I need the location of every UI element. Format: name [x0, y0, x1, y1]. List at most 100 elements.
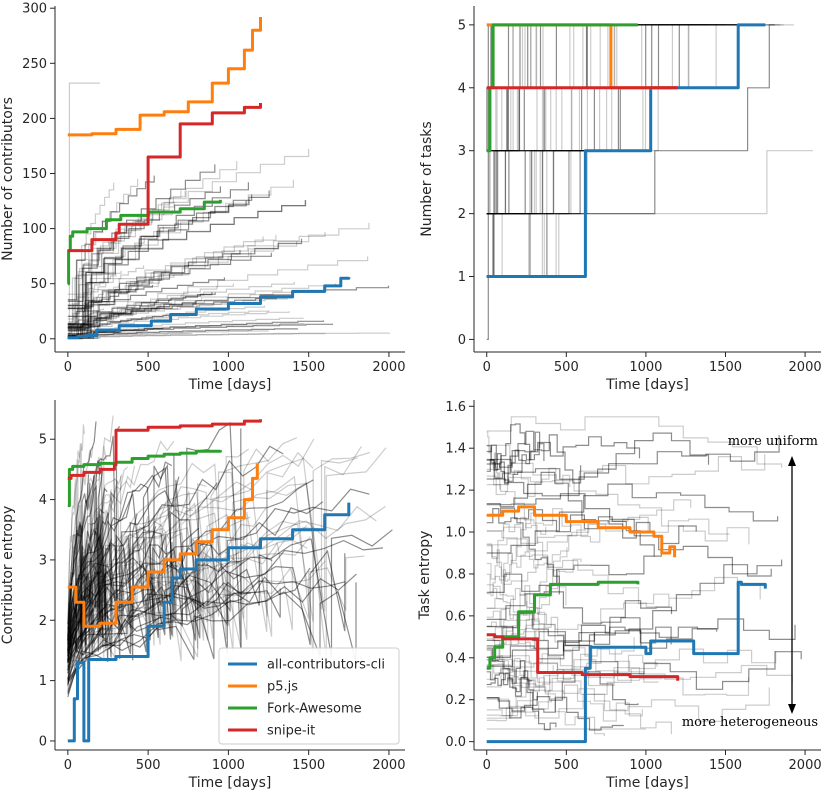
- background-trace: [486, 670, 532, 693]
- background-trace: [67, 490, 115, 656]
- background-trace: [67, 529, 393, 662]
- background-trace: [486, 483, 779, 554]
- background-trace: [67, 567, 311, 681]
- series-line-p5.js[interactable]: [486, 505, 677, 558]
- y-tick-label: 300: [22, 2, 47, 17]
- series-line-Fork-Awesome[interactable]: [67, 449, 222, 508]
- background-trace: [486, 24, 628, 278]
- background-trace: [67, 448, 270, 651]
- y-tick-label: 150: [22, 167, 47, 182]
- series-line-snipe-it[interactable]: [67, 419, 262, 480]
- background-trace: [67, 457, 358, 642]
- background-trace: [486, 585, 545, 641]
- series-line-snipe-it[interactable]: [486, 633, 680, 681]
- background-trace: [67, 182, 115, 323]
- background-trace: [486, 660, 538, 701]
- background-trace: [486, 530, 670, 605]
- background-trace: [67, 461, 173, 652]
- y-axis-label: Task entropy: [417, 531, 433, 621]
- background-trace: [67, 487, 108, 656]
- background-trace: [486, 499, 692, 544]
- background-trace: [486, 618, 540, 673]
- x-tick-label: 2000: [372, 758, 405, 773]
- background-trace: [67, 509, 194, 652]
- series-line-all-contributors-cli[interactable]: [486, 23, 766, 278]
- x-tick-label: 1000: [629, 360, 662, 375]
- background-trace: [486, 653, 554, 680]
- background-trace: [67, 175, 155, 301]
- background-trace: [486, 606, 590, 670]
- background-trace: [486, 551, 539, 581]
- plot-area: [67, 17, 390, 340]
- series-line-p5.js[interactable]: [67, 463, 259, 628]
- background-trace: [67, 281, 295, 329]
- background-trace: [486, 671, 639, 712]
- background-trace: [67, 476, 180, 661]
- legend: all-contributors-cli p5.js Fork-Awesome sni…: [218, 647, 400, 745]
- legend-box: [218, 647, 400, 745]
- background-trace: [67, 539, 308, 675]
- background-trace: [67, 451, 314, 636]
- series-line-p5.js[interactable]: [67, 17, 262, 137]
- background-trace: [486, 471, 651, 539]
- background-trace: [486, 24, 679, 278]
- series-line-all-contributors-cli[interactable]: [67, 502, 351, 743]
- background-trace: [67, 513, 138, 664]
- background-trace: [486, 436, 641, 468]
- background-trace: [67, 539, 384, 663]
- series-line-all-contributors-cli[interactable]: [486, 580, 767, 744]
- y-tick-label: 250: [22, 57, 47, 72]
- background-trace: [67, 297, 288, 330]
- panel-task-entropy: 0 500 1000 1500 2000 0.0 0.2 0.4 0.6 0.8 1.0 1.2 1.4…: [417, 400, 822, 791]
- panel-contributors: 0 500 1000 1500 2000 0 50 100 150 200 250 300 Time […: [0, 2, 405, 393]
- background-trace: [67, 489, 112, 653]
- background-trace: [486, 24, 775, 278]
- background-trace: [486, 423, 545, 465]
- background-trace: [67, 488, 370, 642]
- y-tick-label: 1.4: [445, 442, 466, 457]
- background-trace: [486, 654, 658, 679]
- x-axis-label: Time [days]: [605, 377, 689, 393]
- y-tick-label: 0: [39, 734, 47, 749]
- background-trace: [486, 688, 672, 735]
- background-trace: [67, 446, 362, 663]
- background-trace: [67, 234, 277, 339]
- background-trace: [486, 591, 718, 638]
- background-trace: [67, 182, 249, 330]
- background-trace: [486, 449, 531, 485]
- background-trace: [486, 24, 598, 215]
- plot-area: [486, 416, 802, 744]
- series-line-p5.js[interactable]: [486, 23, 678, 90]
- background-trace: [67, 520, 314, 654]
- series-line-Fork-Awesome[interactable]: [486, 580, 640, 670]
- y-tick-label: 2: [39, 614, 47, 629]
- series-line-all-contributors-cli[interactable]: [67, 276, 351, 340]
- y-tick-label: 0: [458, 333, 466, 348]
- background-trace: [486, 24, 570, 215]
- background-trace: [67, 285, 153, 325]
- background-trace: [67, 277, 225, 328]
- x-tick-label: 0: [64, 758, 72, 773]
- series-line-Fork-Awesome[interactable]: [67, 199, 222, 286]
- background-trace: [486, 24, 738, 215]
- background-trace: [486, 24, 711, 215]
- background-trace: [67, 415, 114, 645]
- background-trace: [486, 87, 638, 278]
- background-trace: [67, 551, 134, 687]
- background-trace: [67, 301, 196, 337]
- background-trace: [67, 536, 102, 671]
- background-trace: [67, 314, 175, 337]
- background-trace: [67, 186, 221, 302]
- background-trace: [67, 549, 346, 679]
- background-trace: [67, 308, 105, 334]
- x-tick-label: 1500: [709, 360, 742, 375]
- background-trace: [67, 561, 241, 686]
- background-trace: [486, 24, 529, 215]
- background-trace: [486, 24, 536, 215]
- background-trace: [67, 309, 135, 337]
- y-tick-label: 2: [458, 207, 466, 222]
- y-tick-label: 0.4: [445, 651, 466, 666]
- y-tick-label: 1.6: [445, 400, 466, 415]
- legend-label-all-contributors-cli: all-contributors-cli: [267, 658, 385, 673]
- series-line-snipe-it[interactable]: [67, 103, 262, 253]
